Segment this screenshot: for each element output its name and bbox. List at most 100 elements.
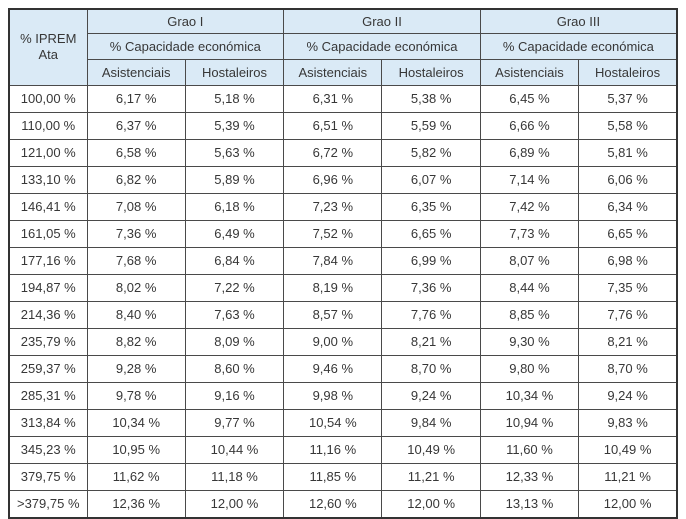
iprem-row-header: 379,75 % xyxy=(8,462,88,491)
value-cell: 10,44 % xyxy=(184,435,285,464)
value-cell: 5,18 % xyxy=(184,84,285,113)
value-cell: 10,54 % xyxy=(283,408,383,437)
table-row: 161,05 % 7,36 % 6,49 % 7,52 % 6,65 % 7,73 % 6,… xyxy=(8,219,678,248)
iprem-row-header: 110,00 % xyxy=(8,111,88,140)
subheader-capacidade-grao-2: % Capacidade económica xyxy=(283,32,481,60)
group-header-grao-2: Grao II xyxy=(283,8,481,34)
value-cell: 11,62 % xyxy=(86,462,186,491)
table-row: 133,10 % 6,82 % 5,89 % 6,96 % 6,07 % 7,14 % 6,… xyxy=(8,165,678,194)
value-cell: 7,68 % xyxy=(86,246,186,275)
value-cell: 11,16 % xyxy=(283,435,383,464)
value-cell: 6,82 % xyxy=(86,165,186,194)
iprem-row-header: 313,84 % xyxy=(8,408,88,437)
iprem-row-header: 133,10 % xyxy=(8,165,88,194)
table-row: 146,41 % 7,08 % 6,18 % 7,23 % 6,35 % 7,42 % 6,… xyxy=(8,192,678,221)
value-cell: 9,78 % xyxy=(86,381,186,410)
value-cell: 8,44 % xyxy=(479,273,580,302)
value-cell: 6,66 % xyxy=(479,111,580,140)
value-cell: 7,73 % xyxy=(479,219,580,248)
col-header-hostaleiros-2: Hostaleiros xyxy=(381,58,481,86)
iprem-row-header: 177,16 % xyxy=(8,246,88,275)
subheader-capacidade-grao-1: % Capacidade económica xyxy=(86,32,285,60)
value-cell: 7,35 % xyxy=(578,273,678,302)
iprem-row-header: 194,87 % xyxy=(8,273,88,302)
value-cell: 11,18 % xyxy=(184,462,285,491)
value-cell: 8,57 % xyxy=(283,300,383,329)
value-cell: 11,21 % xyxy=(381,462,481,491)
value-cell: 7,76 % xyxy=(578,300,678,329)
table-row: 345,23 % 10,95 % 10,44 % 11,16 % 10,49 % 11,6… xyxy=(8,435,678,464)
table-row: 194,87 % 8,02 % 7,22 % 8,19 % 7,36 % 8,44 % 7,… xyxy=(8,273,678,302)
value-cell: 8,40 % xyxy=(86,300,186,329)
value-cell: 6,65 % xyxy=(578,219,678,248)
value-cell: 8,82 % xyxy=(86,327,186,356)
value-cell: 10,49 % xyxy=(578,435,678,464)
value-cell: 9,30 % xyxy=(479,327,580,356)
value-cell: 6,58 % xyxy=(86,138,186,167)
value-cell: 11,85 % xyxy=(283,462,383,491)
iprem-row-header: 121,00 % xyxy=(8,138,88,167)
table-row: 214,36 % 8,40 % 7,63 % 8,57 % 7,76 % 8,85 % 7,… xyxy=(8,300,678,329)
value-cell: 6,37 % xyxy=(86,111,186,140)
value-cell: 6,34 % xyxy=(578,192,678,221)
value-cell: 6,96 % xyxy=(283,165,383,194)
value-cell: 8,85 % xyxy=(479,300,580,329)
value-cell: 6,31 % xyxy=(283,84,383,113)
value-cell: 9,46 % xyxy=(283,354,383,383)
value-cell: 9,77 % xyxy=(184,408,285,437)
value-cell: 6,65 % xyxy=(381,219,481,248)
value-cell: 6,84 % xyxy=(184,246,285,275)
value-cell: 10,49 % xyxy=(381,435,481,464)
col-header-asistenciais-1: Asistenciais xyxy=(86,58,186,86)
iprem-row-header: 345,23 % xyxy=(8,435,88,464)
value-cell: 12,33 % xyxy=(479,462,580,491)
value-cell: 8,19 % xyxy=(283,273,383,302)
value-cell: 12,00 % xyxy=(381,489,481,518)
value-cell: 6,89 % xyxy=(479,138,580,167)
value-cell: 5,89 % xyxy=(184,165,285,194)
value-cell: 5,38 % xyxy=(381,84,481,113)
value-cell: 7,36 % xyxy=(381,273,481,302)
value-cell: 10,34 % xyxy=(479,381,580,410)
value-cell: 12,00 % xyxy=(578,489,678,518)
value-cell: 6,49 % xyxy=(184,219,285,248)
value-cell: 7,76 % xyxy=(381,300,481,329)
value-cell: 6,51 % xyxy=(283,111,383,140)
value-cell: 9,24 % xyxy=(381,381,481,410)
table-row: 121,00 % 6,58 % 5,63 % 6,72 % 5,82 % 6,89 % 5,… xyxy=(8,138,678,167)
value-cell: 6,45 % xyxy=(479,84,580,113)
iprem-row-header: 100,00 % xyxy=(8,84,88,113)
value-cell: 11,21 % xyxy=(578,462,678,491)
value-cell: 8,09 % xyxy=(184,327,285,356)
value-cell: 13,13 % xyxy=(479,489,580,518)
value-cell: 5,37 % xyxy=(578,84,678,113)
value-cell: 5,63 % xyxy=(184,138,285,167)
col-header-asistenciais-2: Asistenciais xyxy=(283,58,383,86)
value-cell: 8,07 % xyxy=(479,246,580,275)
col-header-asistenciais-3: Asistenciais xyxy=(479,58,580,86)
value-cell: 12,00 % xyxy=(184,489,285,518)
table-row: 259,37 % 9,28 % 8,60 % 9,46 % 8,70 % 9,80 % 8,… xyxy=(8,354,678,383)
iprem-row-header: 161,05 % xyxy=(8,219,88,248)
value-cell: 8,60 % xyxy=(184,354,285,383)
value-cell: 7,22 % xyxy=(184,273,285,302)
table-row: 313,84 % 10,34 % 9,77 % 10,54 % 9,84 % 10,94 … xyxy=(8,408,678,437)
value-cell: 9,16 % xyxy=(184,381,285,410)
table-row: 235,79 % 8,82 % 8,09 % 9,00 % 8,21 % 9,30 % 8,… xyxy=(8,327,678,356)
value-cell: 7,52 % xyxy=(283,219,383,248)
value-cell: 7,42 % xyxy=(479,192,580,221)
table-row: 110,00 % 6,37 % 5,39 % 6,51 % 5,59 % 6,66 % 5,… xyxy=(8,111,678,140)
value-cell: 9,83 % xyxy=(578,408,678,437)
table-body: 100,00 % 6,17 % 5,18 % 6,31 % 5,38 % 6,45 % 5,… xyxy=(8,84,678,518)
value-cell: 9,28 % xyxy=(86,354,186,383)
table-row: 177,16 % 7,68 % 6,84 % 7,84 % 6,99 % 8,07 % 6,… xyxy=(8,246,678,275)
value-cell: 6,35 % xyxy=(381,192,481,221)
value-cell: 9,80 % xyxy=(479,354,580,383)
value-cell: 6,17 % xyxy=(86,84,186,113)
col-header-hostaleiros-3: Hostaleiros xyxy=(578,58,678,86)
value-cell: 7,36 % xyxy=(86,219,186,248)
group-header-grao-1: Grao I xyxy=(86,8,285,34)
value-cell: 10,95 % xyxy=(86,435,186,464)
value-cell: 6,98 % xyxy=(578,246,678,275)
table-header: % IPREM Ata Grao I Grao II Grao III % Ca… xyxy=(8,8,678,86)
